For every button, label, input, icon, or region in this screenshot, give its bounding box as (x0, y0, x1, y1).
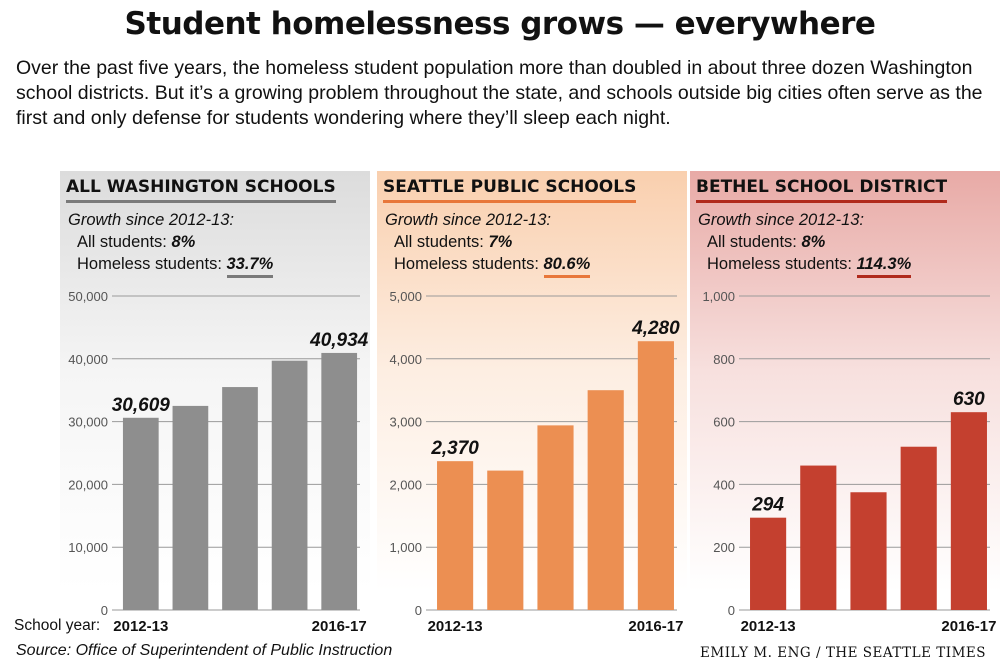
bar (172, 405, 209, 610)
all-students-value: 8% (801, 233, 826, 251)
data-label: 2,370 (430, 438, 479, 459)
bar (587, 390, 624, 610)
bar (487, 470, 524, 610)
y-tick-label: 0 (101, 603, 108, 618)
x-tick-label: 2016-17 (628, 618, 683, 635)
panel-bethel: BETHEL SCHOOL DISTRICT Growth since 2012… (690, 171, 1000, 614)
bar (537, 425, 574, 610)
panel-heading: BETHEL SCHOOL DISTRICT (696, 177, 948, 203)
y-tick-label: 0 (728, 603, 735, 618)
credit-line: EMILY M. ENG / THE SEATTLE TIMES (700, 645, 986, 661)
growth-box: Growth since 2012-13: All students: 7% H… (385, 209, 591, 278)
y-tick-label: 200 (713, 540, 735, 555)
growth-box: Growth since 2012-13: All students: 8% H… (698, 209, 912, 278)
y-tick-label: 0 (415, 603, 422, 618)
x-tick-label: 2012-13 (113, 618, 168, 635)
school-year-label: School year: (14, 617, 101, 634)
growth-label: Growth since 2012-13: (698, 211, 865, 229)
homeless-label: Homeless students: (707, 255, 852, 273)
homeless-row: Homeless students: 114.3% (698, 253, 912, 278)
all-students-row: All students: 8% (68, 231, 273, 253)
homeless-row: Homeless students: 33.7% (68, 253, 274, 278)
y-tick-label: 3,000 (389, 415, 422, 430)
bar (800, 465, 837, 610)
homeless-row: Homeless students: 80.6% (385, 253, 591, 278)
bar (122, 417, 159, 610)
data-label: 40,934 (309, 330, 369, 351)
x-tick-label: 2012-13 (428, 618, 483, 635)
growth-label: Growth since 2012-13: (68, 211, 235, 229)
homeless-value: 80.6% (543, 253, 591, 278)
bar (850, 492, 887, 610)
chart-title: Student homelessness grows — everywhere (124, 6, 876, 42)
homeless-value: 114.3% (856, 253, 912, 278)
bar (222, 387, 258, 610)
y-tick-label: 600 (713, 415, 735, 430)
panel-all-washington: ALL WASHINGTON SCHOOLS Growth since 2012… (60, 171, 370, 614)
y-tick-label: 4,000 (389, 352, 422, 367)
y-tick-label: 30,000 (68, 415, 108, 430)
bar (437, 461, 474, 610)
y-tick-label: 5,000 (389, 289, 422, 304)
data-label: 630 (953, 389, 985, 410)
intro-text: Over the past five years, the homeless s… (16, 57, 983, 129)
y-tick-label: 10,000 (68, 540, 108, 555)
y-tick-label: 2,000 (389, 477, 422, 492)
all-students-value: 8% (171, 233, 196, 251)
y-tick-label: 1,000 (389, 540, 422, 555)
data-label: 30,609 (112, 395, 171, 416)
y-tick-label: 20,000 (68, 477, 108, 492)
y-tick-label: 1,000 (702, 289, 735, 304)
bar (637, 341, 674, 610)
y-tick-label: 50,000 (68, 289, 108, 304)
all-students-label: All students: (707, 233, 797, 251)
growth-label: Growth since 2012-13: (385, 211, 552, 229)
source-note: Source: Office of Superintendent of Publ… (16, 642, 393, 659)
all-students-row: All students: 7% (385, 231, 590, 253)
homeless-label: Homeless students: (394, 255, 539, 273)
x-tick-label: 2016-17 (941, 618, 996, 635)
homeless-value: 33.7% (226, 253, 274, 278)
x-tick-label: 2012-13 (741, 618, 796, 635)
panel-heading: ALL WASHINGTON SCHOOLS (66, 177, 336, 203)
panel-seattle: SEATTLE PUBLIC SCHOOLS Growth since 2012… (377, 171, 687, 614)
bar (321, 352, 358, 610)
all-students-value: 7% (488, 233, 513, 251)
y-tick-label: 800 (713, 352, 735, 367)
bar (950, 412, 987, 610)
all-students-label: All students: (77, 233, 167, 251)
x-tick-label: 2016-17 (312, 618, 367, 635)
all-students-row: All students: 8% (698, 231, 911, 253)
growth-box: Growth since 2012-13: All students: 8% H… (68, 209, 274, 278)
panel-heading: SEATTLE PUBLIC SCHOOLS (383, 177, 637, 203)
bar (271, 360, 308, 610)
y-tick-label: 40,000 (68, 352, 108, 367)
data-label: 294 (751, 495, 784, 516)
bar (750, 517, 787, 610)
bar (900, 446, 937, 610)
y-tick-label: 400 (713, 477, 735, 492)
all-students-label: All students: (394, 233, 484, 251)
data-label: 4,280 (631, 318, 680, 339)
homeless-label: Homeless students: (77, 255, 222, 273)
